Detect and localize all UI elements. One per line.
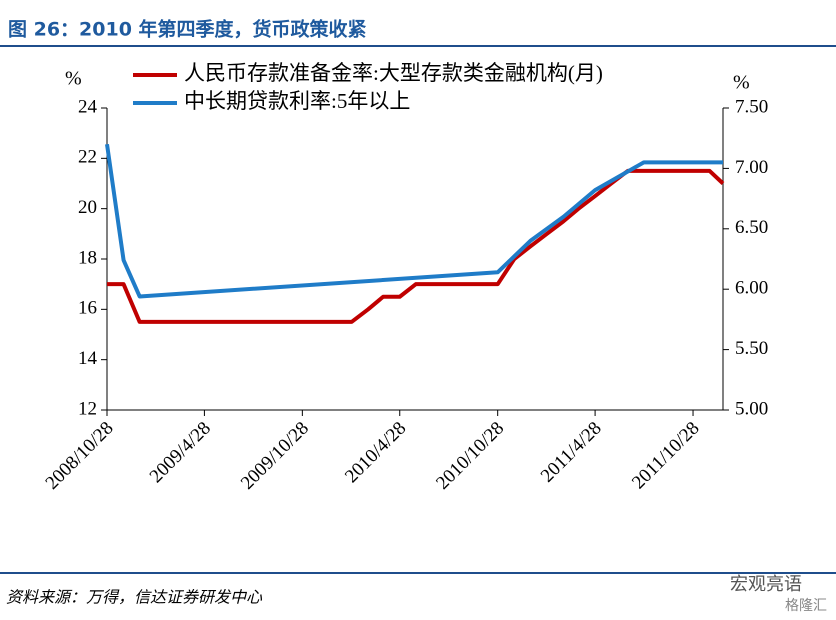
x-tick-label: 2010/4/28 (341, 418, 410, 487)
y-tick-label: 24 (78, 96, 98, 117)
y2-axis-label: % (733, 72, 750, 94)
y-tick-label: 18 (78, 247, 97, 268)
y2-tick-label: 7.00 (735, 157, 768, 178)
y2-tick-label: 7.50 (735, 96, 768, 117)
x-tick-label: 2008/10/28 (42, 418, 118, 494)
y-tick-label: 16 (78, 298, 97, 319)
y-tick-label: 20 (78, 197, 97, 218)
y2-tick-label: 6.50 (735, 217, 768, 238)
legend-label: 中长期贷款利率:5年以上 (184, 89, 410, 113)
watermark: 宏观亮语 (730, 574, 802, 595)
watermark: 格隆汇 (785, 598, 827, 614)
x-tick-label: 2009/10/28 (237, 418, 313, 494)
x-tick-label: 2009/4/28 (146, 418, 215, 487)
title: 图 26：2010 年第四季度，货币政策收紧 (8, 18, 367, 41)
y-tick-label: 22 (78, 147, 97, 168)
x-tick-label: 2011/4/28 (537, 418, 606, 487)
legend-label: 人民币存款准备金率:大型存款类金融机构(月) (184, 61, 603, 85)
y-axis-label: % (65, 68, 82, 90)
y2-tick-label: 6.00 (735, 278, 768, 299)
y2-tick-label: 5.00 (735, 398, 768, 419)
series-line (105, 143, 723, 299)
x-tick-label: 2010/10/28 (432, 418, 508, 494)
series-line (107, 168, 725, 324)
y-tick-label: 12 (78, 398, 97, 419)
y2-tick-label: 5.50 (735, 338, 768, 359)
x-tick-label: 2011/10/28 (628, 418, 704, 494)
source: 资料来源：万得，信达证券研发中心 (6, 588, 263, 607)
y-tick-label: 14 (78, 348, 98, 369)
